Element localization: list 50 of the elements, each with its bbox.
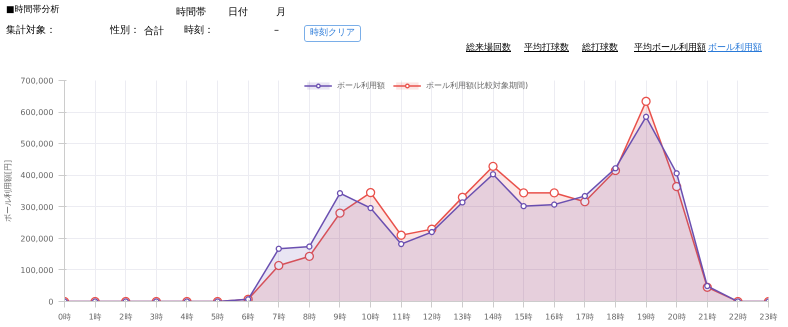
text: 総来場回数	[466, 42, 511, 55]
legend-label: ボール利用額(比較対象期間)	[426, 80, 528, 91]
text: 性別：	[110, 24, 140, 38]
text: 時刻：	[184, 24, 214, 38]
x-tick-label: 20時	[668, 312, 686, 322]
y-tick-label: 200,000	[20, 234, 54, 244]
x-tick-label: 9時	[333, 312, 347, 322]
x-tick-label: 5時	[211, 312, 224, 322]
text: 総打球数	[582, 42, 618, 55]
x-tick-label: 19時	[636, 312, 656, 322]
legend-label: ボール利用額	[336, 80, 385, 91]
x-tick-label: 10時	[361, 312, 380, 322]
x-tick-label: 3時	[150, 312, 163, 322]
text: 時刻クリア	[304, 25, 361, 42]
x-tick-label: 2時	[119, 312, 132, 322]
x-tick-label: 4時	[180, 312, 194, 322]
x-tick-label: 11時	[392, 312, 410, 322]
chart-title: ■時間帯分析	[6, 4, 60, 17]
text: 合計	[144, 25, 164, 39]
text: 日付	[228, 6, 248, 20]
x-tick-label: 13時	[453, 312, 472, 322]
x-tick-label: 7時	[272, 312, 286, 322]
text: 時間帯	[176, 6, 206, 20]
x-tick-label: 8時	[302, 312, 316, 322]
x-tick-label: 18時	[606, 312, 625, 322]
x-tick-label: 1時	[88, 312, 102, 322]
x-tick-label: 0時	[58, 312, 72, 322]
text: 集計対象：	[6, 24, 56, 38]
x-tick-label: 17時	[576, 312, 594, 322]
y-tick-label: 700,000	[20, 76, 54, 86]
x-tick-label: 22時	[728, 312, 747, 322]
y-tick-label: 100,000	[20, 266, 54, 275]
x-tick-label: 12時	[422, 312, 441, 322]
y-axis-title: ボール利用額[円]	[3, 160, 12, 222]
text: 月	[276, 6, 286, 20]
x-tick-label: 14時	[484, 312, 502, 322]
y-tick-label: 300,000	[20, 202, 54, 212]
x-tick-label: 6時	[242, 312, 255, 322]
x-tick-label: 21時	[698, 312, 716, 322]
text: 平均打球数	[524, 42, 569, 55]
x-tick-label: 23時	[759, 312, 778, 322]
text: ボール利用額	[708, 42, 762, 55]
y-tick-label: 400,000	[20, 171, 54, 180]
y-tick-label: 600,000	[20, 108, 54, 118]
x-tick-label: 15時	[514, 312, 533, 322]
y-tick-label: 0	[48, 298, 54, 306]
x-tick-label: 16時	[545, 312, 564, 322]
y-tick-label: 500,000	[20, 140, 54, 149]
text: 平均ボール利用額	[634, 42, 706, 55]
text: –	[274, 24, 279, 38]
